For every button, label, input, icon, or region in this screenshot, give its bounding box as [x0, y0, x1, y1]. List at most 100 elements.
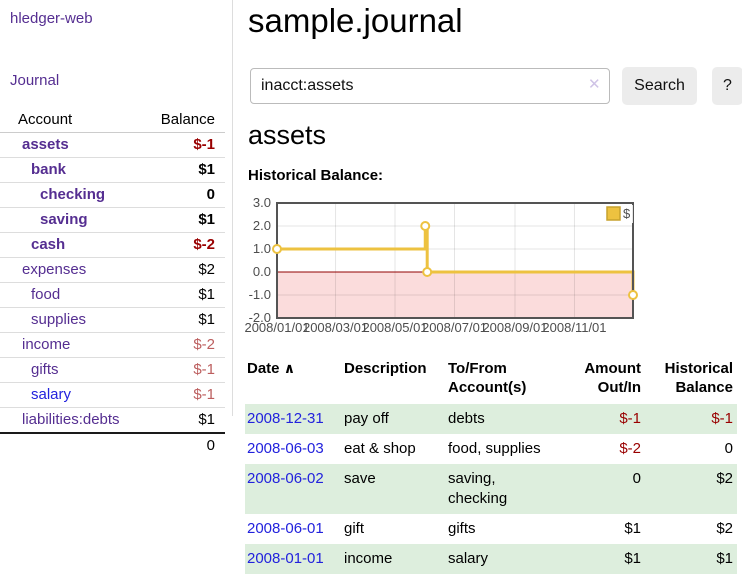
account-name-cell: salary — [0, 382, 147, 408]
column-header-accounts[interactable]: To/From Account(s) — [448, 360, 527, 396]
sidebar-account-link-assets[interactable]: assets — [22, 136, 69, 153]
sidebar-account-link-expenses[interactable]: expenses — [22, 261, 87, 278]
x-axis-tick-label: 2008/11/01 — [542, 320, 606, 335]
date-cell: 2008-06-03 — [245, 434, 342, 464]
accounts-cell: salary — [448, 550, 489, 567]
x-axis-tick-label: 2008/09/01 — [482, 320, 547, 335]
transaction-date-link[interactable]: 2008-06-03 — [247, 440, 324, 457]
sidebar-account-link-cash[interactable]: cash — [31, 236, 66, 253]
main-content: sample.journal ✕ Search ? assets Histori… — [244, 0, 742, 582]
sidebar-account-link-food[interactable]: food — [31, 286, 61, 303]
sidebar: hledger-web Journal Account Balance asse… — [0, 0, 233, 458]
transaction-date-link[interactable]: 2008-12-31 — [247, 410, 324, 427]
app-title-link[interactable]: hledger-web — [10, 10, 93, 27]
description-cell: income — [344, 550, 393, 567]
y-axis-tick-label: 0.0 — [253, 264, 271, 279]
date-cell: 2008-06-02 — [245, 464, 342, 514]
description-cell: eat & shop — [344, 440, 416, 457]
historical-balance-chart[interactable]: $3.0 2.0 1.0 0.0 -1.0 -2.02008/01/012008/03/0… — [244, 195, 641, 340]
balance-cell: $2 — [716, 470, 733, 487]
accounts-cell: debts — [448, 410, 485, 427]
accounts-total-row: 0 — [0, 432, 225, 458]
data-point — [422, 267, 433, 277]
accounts-cell: saving, checking — [448, 470, 508, 507]
sidebar-account-link-income[interactable]: income — [22, 336, 71, 353]
transaction-row: 2008-01-01 income salary $1 $1 — [245, 544, 737, 574]
date-cell: 2008-12-31 — [245, 404, 342, 434]
account-row: supplies $1 — [0, 307, 225, 333]
account-row: saving $1 — [0, 207, 225, 233]
account-column-header: Account — [0, 108, 147, 133]
account-balance: $-1 — [146, 132, 225, 158]
account-row: income $-2 — [0, 332, 225, 358]
search-bar: ✕ Search ? — [250, 67, 742, 107]
y-axis-tick-label: -1.0 — [249, 287, 271, 302]
date-cell: 2008-01-01 — [245, 544, 342, 574]
page-title: sample.journal — [248, 2, 463, 39]
transaction-date-link[interactable]: 2008-06-02 — [247, 470, 324, 487]
balance-cell: $-1 — [711, 410, 733, 427]
sidebar-account-link-saving[interactable]: saving — [40, 211, 88, 228]
y-axis-tick-label: -2.0 — [249, 310, 271, 325]
transaction-row: 2008-06-02 save saving, checking 0 $2 — [245, 464, 737, 514]
transaction-row: 2008-12-31 pay off debts $-1 $-1 — [245, 404, 737, 434]
legend-swatch — [606, 206, 621, 221]
clear-search-icon[interactable]: ✕ — [588, 76, 601, 93]
search-input[interactable] — [250, 68, 610, 104]
sidebar-account-link-bank[interactable]: bank — [31, 161, 67, 178]
transactions-table: Date ∧ Description To/From Account(s) Am… — [245, 356, 737, 574]
account-balance: $-1 — [146, 357, 225, 383]
account-balance: $2 — [146, 257, 225, 283]
account-row: salary $-1 — [0, 382, 225, 408]
account-balance: $1 — [146, 157, 225, 183]
x-axis-tick-label: 2008/01/01 — [244, 320, 309, 335]
sidebar-account-link-gifts[interactable]: gifts — [31, 361, 59, 378]
negative-region — [277, 272, 633, 318]
date-cell: 2008-06-01 — [245, 514, 342, 544]
sidebar-account-link-checking[interactable]: checking — [40, 186, 106, 203]
transaction-date-link[interactable]: 2008-01-01 — [247, 550, 324, 567]
search-button[interactable]: Search — [622, 67, 697, 105]
description-cell: gift — [344, 520, 365, 537]
account-row: bank $1 — [0, 157, 225, 183]
help-button[interactable]: ? — [712, 67, 742, 105]
account-name-cell: gifts — [0, 357, 147, 383]
x-axis-tick-label: 2008/07/01 — [422, 320, 487, 335]
account-name-cell: checking — [0, 182, 147, 208]
accounts-cell: food, supplies — [448, 440, 541, 457]
sidebar-account-link-supplies[interactable]: supplies — [31, 311, 87, 328]
account-balance: $1 — [146, 207, 225, 233]
sidebar-item-journal[interactable]: Journal — [10, 72, 60, 89]
transaction-date-link[interactable]: 2008-06-01 — [247, 520, 324, 537]
y-axis-tick-label: 2.0 — [253, 218, 271, 233]
sidebar-account-link-liabilities-debts[interactable]: liabilities:debts — [22, 411, 120, 428]
y-axis-tick-label: 1.0 — [253, 241, 271, 256]
column-header-description[interactable]: Description — [344, 360, 427, 377]
account-name-cell: food — [0, 282, 147, 308]
total-balance: 0 — [146, 432, 225, 458]
transaction-row: 2008-06-01 gift gifts $1 $2 — [245, 514, 737, 544]
account-heading: assets — [248, 120, 327, 150]
account-name-cell: liabilities:debts — [0, 407, 147, 434]
balance-cell: 0 — [724, 440, 733, 457]
account-row: gifts $-1 — [0, 357, 225, 383]
transaction-row: 2008-06-03 eat & shop food, supplies $-2 0 — [245, 434, 737, 464]
account-name-cell: income — [0, 332, 147, 358]
account-name-cell: cash — [0, 232, 147, 258]
x-axis-tick-label: 2008/05/01 — [362, 320, 427, 335]
account-balance: $-1 — [146, 382, 225, 408]
account-balance: $1 — [146, 307, 225, 333]
account-balance: 0 — [146, 182, 225, 208]
column-header-date[interactable]: Date ∧ — [247, 360, 296, 377]
column-header-balance[interactable]: Historical Balance — [664, 360, 733, 396]
data-point — [420, 221, 431, 231]
account-row: cash $-2 — [0, 232, 225, 258]
sidebar-account-link-salary[interactable]: salary — [31, 386, 72, 403]
column-header-amount[interactable]: Amount Out/In — [584, 360, 641, 396]
x-axis-tick-label: 2008/03/01 — [303, 320, 368, 335]
accounts-table: Account Balance assets $-1 bank $1 checking 0… — [0, 108, 225, 458]
description-cell: save — [344, 470, 376, 487]
account-balance: $-2 — [146, 332, 225, 358]
amount-cell: $1 — [624, 520, 641, 537]
amount-cell: 0 — [632, 470, 641, 487]
